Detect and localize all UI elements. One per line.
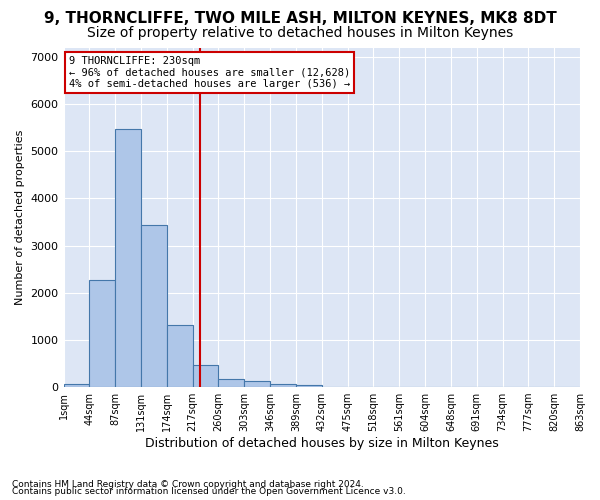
Text: 9 THORNCLIFFE: 230sqm
← 96% of detached houses are smaller (12,628)
4% of semi-d: 9 THORNCLIFFE: 230sqm ← 96% of detached … xyxy=(69,56,350,89)
Bar xyxy=(193,365,218,387)
Text: Contains HM Land Registry data © Crown copyright and database right 2024.: Contains HM Land Registry data © Crown c… xyxy=(12,480,364,489)
Bar xyxy=(89,280,115,387)
X-axis label: Distribution of detached houses by size in Milton Keynes: Distribution of detached houses by size … xyxy=(145,437,499,450)
Bar xyxy=(141,226,167,387)
Bar xyxy=(244,382,270,387)
Text: Contains public sector information licensed under the Open Government Licence v3: Contains public sector information licen… xyxy=(12,487,406,496)
Text: 9, THORNCLIFFE, TWO MILE ASH, MILTON KEYNES, MK8 8DT: 9, THORNCLIFFE, TWO MILE ASH, MILTON KEY… xyxy=(44,11,556,26)
Bar xyxy=(270,384,296,387)
Bar xyxy=(167,326,193,387)
Bar xyxy=(64,384,89,387)
Y-axis label: Number of detached properties: Number of detached properties xyxy=(15,130,25,305)
Text: Size of property relative to detached houses in Milton Keynes: Size of property relative to detached ho… xyxy=(87,26,513,40)
Bar xyxy=(218,379,244,387)
Bar xyxy=(115,128,141,387)
Bar xyxy=(296,385,322,387)
